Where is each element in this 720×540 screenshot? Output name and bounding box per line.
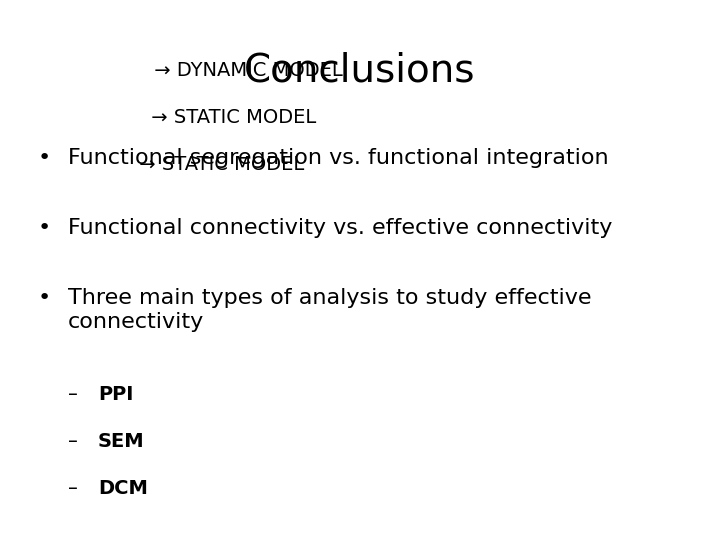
Text: –: –	[68, 432, 78, 451]
Text: Conclusions: Conclusions	[244, 52, 476, 90]
Text: → DYNAMIC MODEL: → DYNAMIC MODEL	[148, 61, 343, 80]
Text: → STATIC MODEL: → STATIC MODEL	[145, 108, 316, 127]
Text: –: –	[68, 479, 78, 498]
Text: Functional connectivity vs. effective connectivity: Functional connectivity vs. effective co…	[68, 218, 613, 238]
Text: SEM: SEM	[98, 432, 145, 451]
Text: DCM: DCM	[98, 479, 148, 498]
Text: Functional segregation vs. functional integration: Functional segregation vs. functional in…	[68, 148, 608, 168]
Text: –: –	[68, 385, 78, 404]
Text: •: •	[38, 288, 51, 308]
Text: •: •	[38, 218, 51, 238]
Text: •: •	[38, 148, 51, 168]
Text: Three main types of analysis to study effective
connectivity: Three main types of analysis to study ef…	[68, 288, 592, 332]
Text: → STATIC MODEL: → STATIC MODEL	[133, 155, 305, 174]
Text: PPI: PPI	[98, 385, 133, 404]
